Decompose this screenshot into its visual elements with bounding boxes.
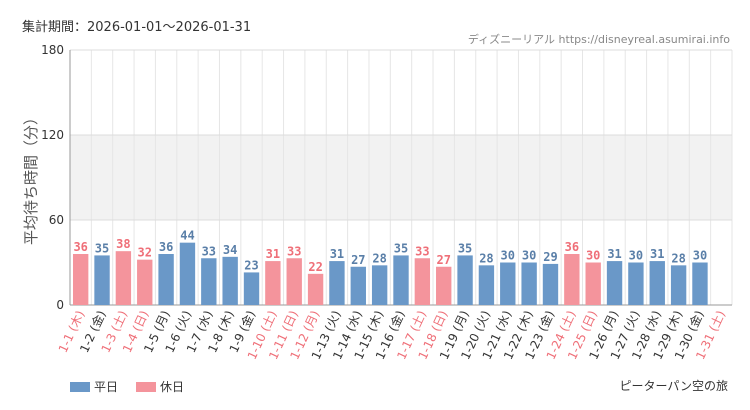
bar (585, 262, 601, 305)
bar-value-label: 23 (244, 258, 258, 272)
bar (72, 254, 89, 305)
bar (649, 261, 665, 305)
bar (158, 254, 174, 305)
bar (137, 259, 153, 305)
attraction-name: ピーターパン空の旅 (619, 379, 728, 393)
bar-value-label: 36 (73, 240, 87, 254)
bar-value-label: 30 (501, 249, 515, 263)
legend-item-weekday: 平日 (70, 378, 118, 395)
legend-item-holiday: 休日 (136, 378, 184, 395)
bar (243, 272, 260, 305)
y-axis-label: 平均待ち時間（分） (22, 110, 40, 245)
legend-swatch-weekday (70, 381, 90, 392)
bar-value-label: 28 (671, 251, 685, 265)
bar-value-label: 34 (223, 243, 237, 257)
y-tick-label: 120 (41, 128, 64, 142)
bar (692, 262, 708, 305)
chart-legend: 平日 休日 (70, 378, 184, 395)
bar (414, 258, 431, 305)
bar (500, 262, 516, 305)
y-tick-label: 60 (49, 213, 64, 227)
bar (521, 262, 537, 305)
y-tick-label: 180 (41, 43, 64, 57)
y-tick-label: 0 (56, 298, 64, 312)
bar (265, 261, 281, 305)
bar-value-label: 31 (650, 247, 664, 261)
period-label: 集計期間：2026-01-01～2026-01-31 (22, 20, 252, 35)
bar-value-label: 30 (629, 249, 643, 263)
bar-value-label: 27 (436, 253, 450, 267)
bar (606, 261, 623, 305)
bar-value-label: 38 (116, 237, 130, 251)
bar-value-label: 44 (180, 229, 194, 243)
bar-value-label: 35 (458, 241, 472, 255)
bar-value-label: 35 (394, 241, 408, 255)
bar-value-label: 31 (607, 247, 621, 261)
bar (307, 273, 324, 305)
bar (94, 255, 110, 305)
bar-value-label: 33 (415, 244, 429, 258)
bar (350, 266, 366, 305)
bar (393, 255, 409, 305)
bar (542, 263, 559, 305)
bar (222, 256, 238, 305)
bar (329, 261, 345, 305)
bar-value-label: 27 (351, 253, 365, 267)
bar (478, 265, 495, 305)
bar-value-label: 28 (479, 251, 493, 265)
bar (436, 266, 452, 305)
bar-value-label: 36 (565, 240, 579, 254)
bar-value-label: 36 (159, 240, 173, 254)
bar (371, 265, 388, 305)
bar-value-label: 32 (138, 246, 152, 260)
bar-value-label: 33 (287, 244, 301, 258)
bar-value-label: 30 (522, 249, 536, 263)
bar (670, 265, 687, 305)
legend-label-weekday: 平日 (94, 380, 119, 394)
bar (179, 242, 196, 305)
bar-value-label: 30 (586, 249, 600, 263)
bar (628, 262, 644, 305)
shaded-band (70, 135, 732, 220)
bar-value-label: 35 (95, 241, 109, 255)
legend-label-holiday: 休日 (160, 380, 185, 394)
bar-value-label: 31 (266, 247, 280, 261)
bar-value-label: 30 (693, 249, 707, 263)
bar-value-label: 29 (543, 250, 557, 264)
bar-value-label: 28 (372, 251, 386, 265)
site-credit: ディズニーリアル https://disneyreal.asumirai.inf… (467, 33, 730, 46)
bar (115, 251, 132, 305)
bar (201, 258, 217, 305)
legend-swatch-holiday (136, 381, 157, 392)
bar (564, 254, 580, 305)
bar (457, 255, 473, 305)
bar-value-label: 33 (202, 244, 216, 258)
bar-value-label: 22 (308, 260, 322, 274)
bar (286, 258, 302, 305)
bar-value-label: 31 (330, 247, 344, 261)
